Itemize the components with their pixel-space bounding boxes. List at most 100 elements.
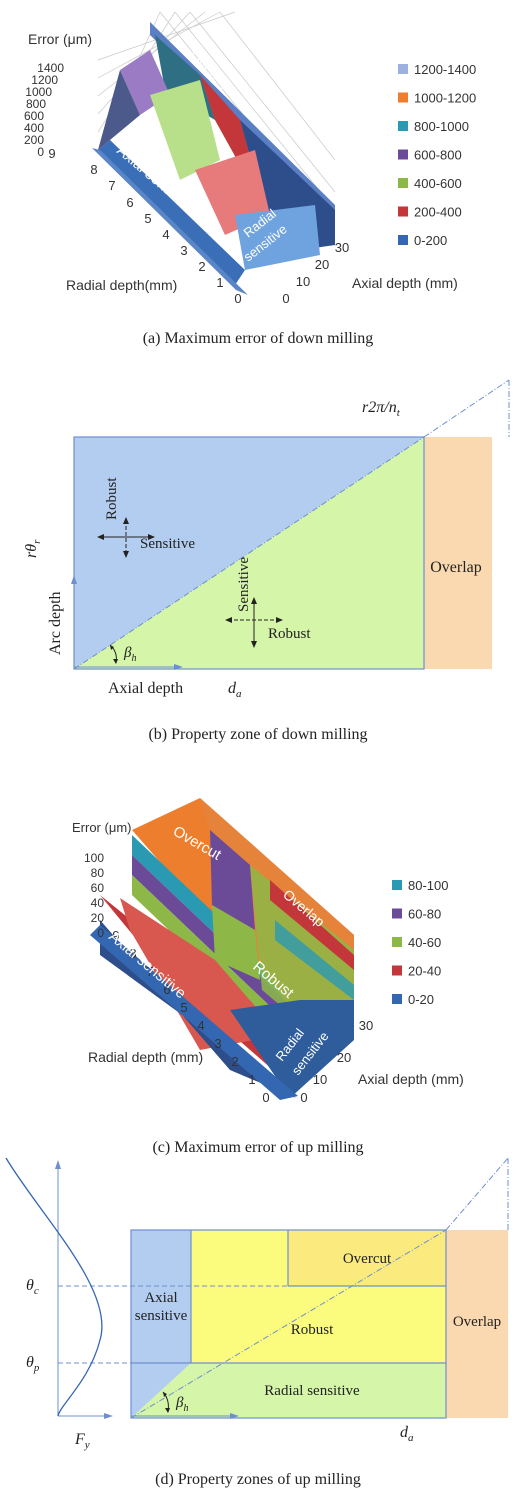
arrowhead	[113, 659, 118, 664]
legend-swatch	[398, 206, 408, 217]
radial-tick: 0	[234, 291, 241, 306]
panel-d-fy-arrow	[104, 1413, 113, 1419]
legend-swatch	[392, 994, 402, 1004]
panel-b-arc-depth: Arc depth	[47, 591, 64, 655]
radial-tick: 1	[216, 275, 223, 290]
legend-swatch	[398, 121, 408, 131]
panel-b-overlap: Overlap	[430, 559, 482, 576]
z-tick: 20	[91, 911, 105, 925]
panel-a-axial-ticks: 0 10 20 30	[282, 240, 349, 306]
panel-d-robust: Robust	[291, 1322, 334, 1338]
axial-tick: 0	[282, 291, 289, 306]
panel-c-axial-label: Axial depth (mm)	[358, 1071, 464, 1087]
panel-d-frames	[130, 1229, 447, 1419]
panel-b-sensitive-lower: Sensitive	[236, 557, 252, 612]
radial-tick: 6	[126, 195, 133, 210]
arrowhead	[123, 517, 129, 524]
panel-a-radial-ticks: 9 8 7 6 5 4 3 2 1 0	[48, 146, 241, 306]
panel-a: Error (μm) 1400 1200 1000 800 600 400 20…	[24, 11, 476, 347]
z-tick: 40	[91, 896, 105, 910]
panel-b-frame	[73, 436, 425, 670]
panel-c-caption: (c) Maximum error of up milling	[152, 1139, 363, 1156]
panel-d-axial-1: Axial	[144, 1290, 177, 1306]
radial-tick: 3	[180, 243, 187, 258]
panel-d-theta-p: θp	[26, 1354, 40, 1374]
panel-b: r2π/nt rθr Arc depth Axial depth da βh O…	[23, 379, 510, 743]
panel-d-corner-fill	[131, 1363, 191, 1418]
panel-d-beta: βh	[175, 1395, 188, 1414]
z-tick: 200	[24, 133, 44, 147]
panel-c-z-title: Error (μm)	[72, 820, 131, 835]
panel-b-x-arrow	[174, 664, 183, 670]
legend-swatch	[398, 92, 408, 103]
legend-swatch	[392, 908, 402, 919]
panel-d-axial-2: sensitive	[135, 1308, 188, 1324]
arrowhead	[97, 534, 104, 540]
arrowhead	[123, 551, 129, 558]
panel-c-axial-ticks: 0 10 20 30	[300, 1018, 373, 1105]
arrowhead	[110, 645, 114, 650]
panel-d-fy: Fy	[74, 1431, 90, 1451]
panel-c-z-ticks: 100 80 60 40 20 0	[84, 851, 104, 940]
z-tick: 80	[91, 866, 105, 880]
legend-label: 1000-1200	[414, 91, 476, 106]
panel-b-y-arrow	[71, 575, 77, 584]
panel-a-radial-label: Radial depth(mm)	[66, 277, 177, 293]
legend-swatch	[398, 235, 408, 245]
legend-label: 60-80	[408, 907, 441, 922]
panel-b-robust-upper: Robust	[104, 477, 120, 520]
arrowhead	[251, 597, 257, 604]
panel-b-axial-depth: Axial depth	[108, 680, 183, 697]
arrowhead	[165, 1408, 170, 1413]
panel-b-da: da	[228, 680, 242, 700]
legend-label: 400-600	[414, 176, 462, 191]
axial-tick: 10	[296, 274, 310, 289]
z-tick: 1200	[31, 73, 58, 87]
axial-tick: 30	[359, 1018, 373, 1033]
panel-d-x-arrow	[230, 1413, 239, 1419]
radial-tick: 8	[129, 946, 136, 961]
radial-tick: 1	[248, 1072, 255, 1087]
axial-tick: 20	[315, 257, 329, 272]
radial-tick: 7	[146, 964, 153, 979]
panel-b-top-label: r2π/nt	[362, 399, 401, 419]
panel-a-caption: (a) Maximum error of down milling	[143, 330, 374, 347]
legend-swatch	[392, 965, 402, 976]
panel-d-overlap: Overlap	[453, 1314, 501, 1330]
legend-label: 800-1000	[414, 119, 469, 134]
z-tick: 1400	[37, 61, 64, 75]
panel-b-beta: βh	[123, 645, 136, 664]
panel-a-z-ticks: 1400 1200 1000 800 600 400 200 0	[24, 61, 64, 159]
panel-b-upper-cross: Robust Sensitive	[97, 477, 195, 558]
legend-label: 20-40	[408, 964, 441, 979]
z-tick: 0	[97, 926, 104, 940]
z-tick: 800	[26, 97, 46, 111]
panel-d-caption: (d) Property zones of up milling	[155, 1471, 361, 1488]
legend-swatch	[398, 149, 408, 160]
radial-tick: 4	[162, 227, 169, 242]
axial-tick: 0	[300, 1090, 307, 1105]
radial-tick: 8	[90, 162, 97, 177]
axial-tick: 30	[335, 240, 349, 255]
radial-tick: 4	[197, 1018, 204, 1033]
panel-c: Error (μm) 100 80 60 40 20 0 9 8 7 6 5 4…	[72, 798, 464, 1156]
z-tick: 400	[24, 121, 44, 135]
arrowhead	[276, 617, 283, 623]
radial-tick: 3	[214, 1036, 221, 1051]
z-tick: 1000	[25, 85, 52, 99]
radial-tick: 2	[231, 1054, 238, 1069]
panel-a-z-title: Error (μm)	[28, 31, 92, 47]
panel-d-force-curve	[5, 1157, 103, 1417]
legend-label: 80-100	[408, 878, 448, 893]
radial-tick: 2	[198, 259, 205, 274]
panel-b-diagonal	[73, 436, 425, 670]
legend-swatch	[392, 937, 402, 947]
radial-tick: 7	[108, 178, 115, 193]
panel-d-overlap-zone	[446, 1230, 508, 1418]
radial-tick: 0	[262, 1090, 269, 1105]
radial-tick: 9	[112, 928, 119, 943]
radial-tick: 5	[180, 1000, 187, 1015]
arrowhead	[148, 534, 155, 540]
panel-d-da: da	[400, 1424, 414, 1444]
